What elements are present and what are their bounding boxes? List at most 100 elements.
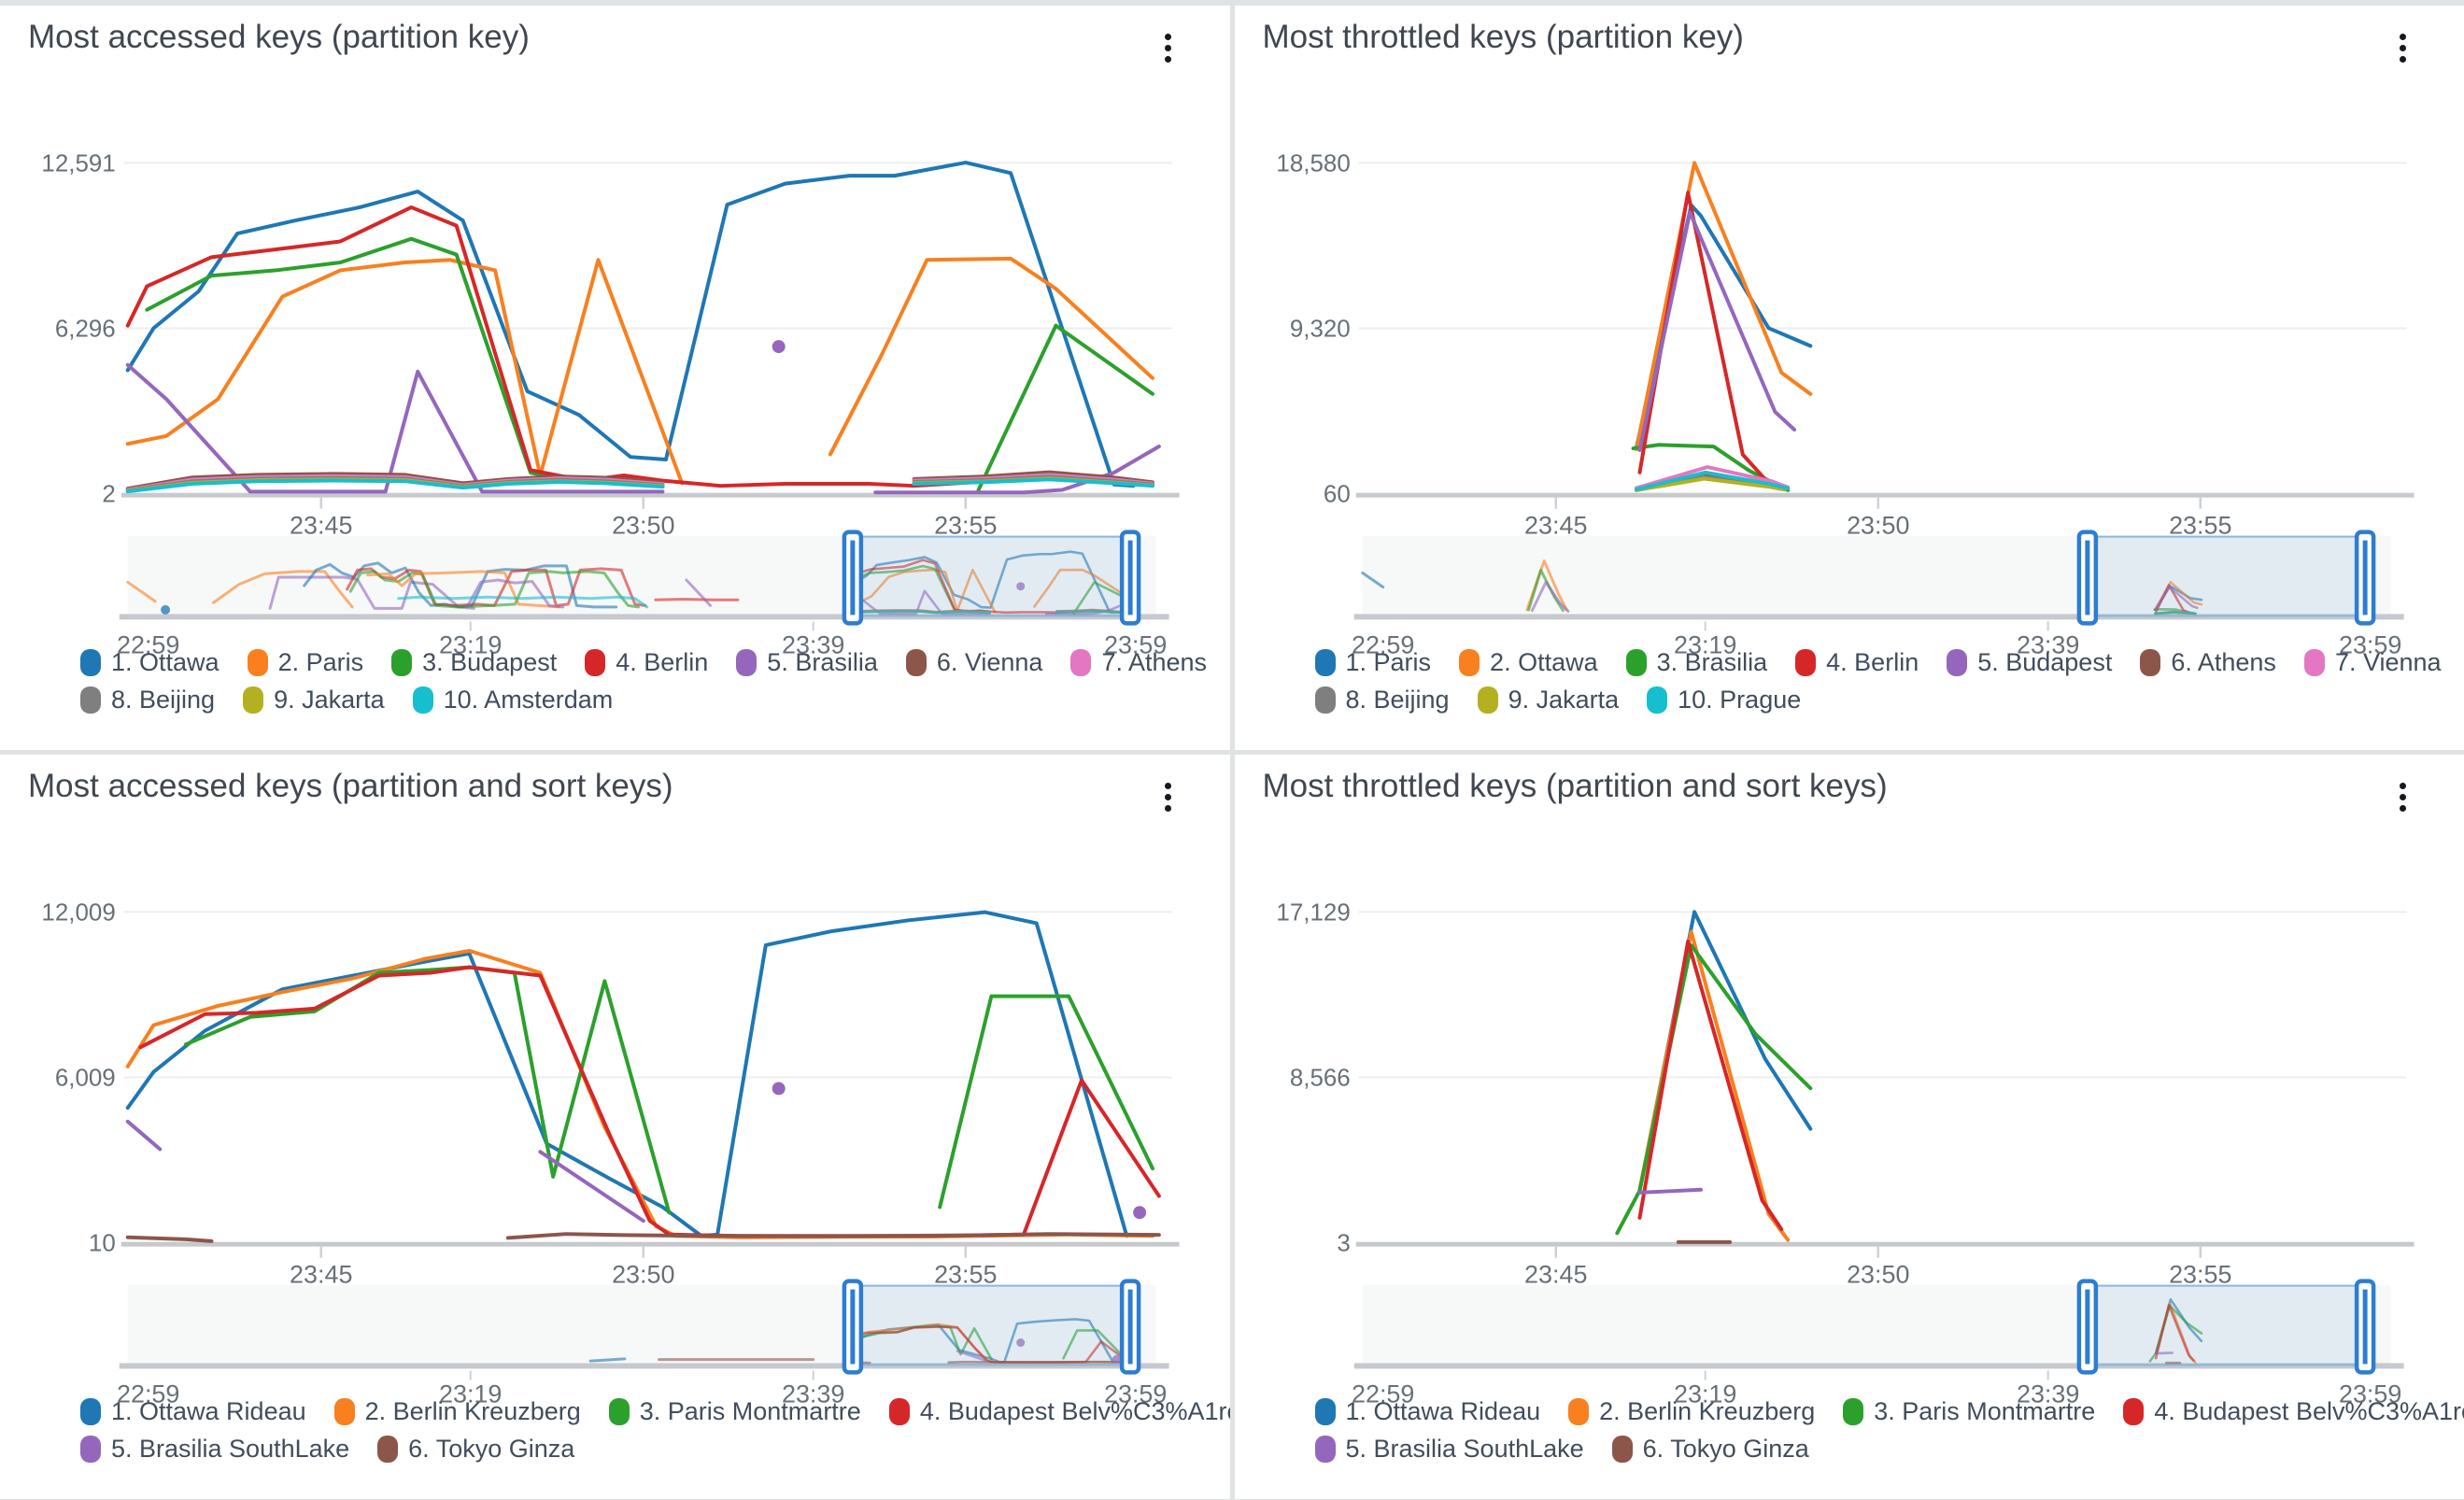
- legend-item-label: 2. Berlin Kreuzberg: [1599, 1397, 1816, 1425]
- kebab-menu-icon[interactable]: [1148, 24, 1189, 71]
- minimap-data-point: [1016, 1338, 1026, 1347]
- x-axis-baseline: [120, 1241, 1180, 1247]
- legend-item[interactable]: 9. Jakarta: [243, 686, 385, 715]
- legend-item[interactable]: 1. Ottawa Rideau: [80, 1397, 306, 1426]
- data-point-marker[interactable]: [772, 340, 786, 354]
- x-axis-label: 23:45: [290, 512, 352, 540]
- legend-color-chip: [80, 1398, 101, 1425]
- chart-area[interactable]: 17,129 8,566 3 23:45 23:50 23:55 22:59 23:19 23:…: [1235, 755, 2464, 1408]
- brush-handle-grip[interactable]: [1127, 540, 1133, 616]
- y-axis-label: 10: [89, 1231, 116, 1257]
- legend-item[interactable]: 3. Paris Montmartre: [608, 1397, 861, 1426]
- minimap-brush-selection[interactable]: [851, 1284, 1132, 1366]
- legend-item[interactable]: 5. Brasilia SouthLake: [80, 1435, 349, 1464]
- legend-item[interactable]: 10. Amsterdam: [412, 686, 613, 715]
- legend-item[interactable]: 2. Berlin Kreuzberg: [333, 1397, 581, 1426]
- data-point-marker[interactable]: [1133, 1206, 1147, 1220]
- minimap-baseline: [1353, 1363, 2404, 1369]
- chart-area[interactable]: 12,009 6,009 10 23:45 23:50 23:55 22:59 23:19 23…: [0, 755, 1230, 1408]
- chart-area[interactable]: 18,580 9,320 60 23:45 23:50 23:55 22:59 23:19 23…: [1235, 6, 2464, 659]
- brush-handle-grip[interactable]: [2084, 540, 2089, 616]
- legend-color-chip: [736, 649, 758, 676]
- legend-item[interactable]: 7. Athens: [1070, 648, 1207, 677]
- chart-title: Most throttled keys (partition and sort …: [1262, 768, 1888, 804]
- legend-item[interactable]: 6. Tokyo Ginza: [377, 1435, 574, 1464]
- legend-item[interactable]: 2. Paris: [247, 648, 363, 677]
- data-point-marker[interactable]: [772, 1082, 786, 1096]
- legend-item[interactable]: 3. Brasilia: [1625, 648, 1767, 677]
- legend-item[interactable]: 1. Ottawa Rideau: [1314, 1397, 1540, 1426]
- legend-color-chip: [1568, 1398, 1590, 1425]
- minimap-series-line: [465, 578, 565, 609]
- brush-handle-grip[interactable]: [850, 1289, 856, 1365]
- chart-area[interactable]: 12,591 6,296 2 23:45 23:50 23:55 22:59 23:19 23:…: [0, 6, 1230, 659]
- legend-item-label: 4. Budapest Belv%C3%A1ros: [919, 1397, 1230, 1425]
- legend-item[interactable]: 4. Budapest Belv%C3%A1ros: [2123, 1397, 2464, 1426]
- legend-item[interactable]: 2. Berlin Kreuzberg: [1568, 1397, 1815, 1426]
- legend-item[interactable]: 7. Vienna: [2303, 648, 2442, 677]
- legend-item[interactable]: 8. Beijing: [80, 686, 215, 715]
- legend-item-label: 6. Tokyo Ginza: [1642, 1435, 1809, 1463]
- kebab-menu-icon[interactable]: [1148, 773, 1189, 820]
- kebab-menu-icon[interactable]: [2382, 24, 2423, 71]
- legend-item[interactable]: 3. Budapest: [391, 648, 557, 677]
- legend-item[interactable]: 5. Budapest: [1947, 648, 2112, 677]
- chart-panel-most-throttled-partition-key: Most throttled keys (partition key) 18,5…: [1234, 6, 2464, 750]
- legend-item-label: 5. Budapest: [1977, 648, 2113, 676]
- legend-item[interactable]: 3. Paris Montmartre: [1843, 1397, 2095, 1426]
- brush-handle-grip[interactable]: [850, 540, 856, 616]
- chart-panel-most-accessed-partition-sort-keys: Most accessed keys (partition and sort k…: [0, 755, 1230, 1499]
- legend-color-chip: [2303, 649, 2325, 676]
- minimap-series-line: [2154, 586, 2199, 612]
- x-axis-label: 23:50: [612, 512, 674, 540]
- legend-item[interactable]: 1. Ottawa: [80, 648, 219, 677]
- legend-color-chip: [377, 1436, 399, 1463]
- minimap-brush-selection[interactable]: [851, 535, 1132, 617]
- chart-canvas: 17,129 8,566 3 23:45 23:50 23:55 22:59 23:19 23:…: [1276, 899, 2414, 1408]
- brush-handle-grip[interactable]: [1127, 1289, 1133, 1365]
- legend-item-label: 3. Paris Montmartre: [639, 1397, 861, 1425]
- legend-color-chip: [585, 649, 606, 676]
- legend-color-chip: [247, 649, 268, 676]
- legend-item[interactable]: 9. Jakarta: [1477, 686, 1619, 715]
- legend-item[interactable]: 8. Beijing: [1314, 686, 1450, 715]
- legend-item[interactable]: 4. Berlin: [1795, 648, 1919, 677]
- legend-item[interactable]: 5. Brasilia: [736, 648, 878, 677]
- minimap-baseline: [1353, 614, 2404, 620]
- x-axis-label: 23:55: [2169, 512, 2231, 540]
- legend-item[interactable]: 6. Athens: [2140, 648, 2276, 677]
- minimap-series-line: [588, 1357, 627, 1363]
- minimap-background: [127, 535, 1156, 615]
- legend-item[interactable]: 6. Vienna: [905, 648, 1043, 677]
- x-axis-label: 23:55: [934, 512, 997, 540]
- minimap-series-line: [1360, 571, 1384, 589]
- minimap-axis-label: 22:59: [1351, 1380, 1413, 1408]
- legend-item-label: 6. Tokyo Ginza: [408, 1435, 575, 1463]
- minimap-brush-selection[interactable]: [2086, 535, 2366, 617]
- legend-item[interactable]: 2. Ottawa: [1459, 648, 1598, 677]
- legend-item[interactable]: 5. Brasilia SouthLake: [1314, 1435, 1584, 1464]
- legend-item[interactable]: 6. Tokyo Ginza: [1611, 1435, 1809, 1464]
- legend-item[interactable]: 10. Prague: [1647, 686, 1801, 715]
- brush-handle-grip[interactable]: [2362, 1289, 2368, 1365]
- legend-item-label: 7. Vienna: [2334, 648, 2442, 676]
- minimap-brush-selection[interactable]: [2086, 1284, 2366, 1366]
- legend-item-label: 7. Athens: [1101, 648, 1208, 676]
- legend-item[interactable]: 4. Budapest Belv%C3%A1ros: [888, 1397, 1230, 1426]
- legend-item[interactable]: 1. Paris: [1314, 648, 1431, 677]
- x-axis-baseline: [120, 492, 1180, 498]
- legend-item[interactable]: 4. Berlin: [585, 648, 708, 677]
- legend-item-label: 3. Budapest: [422, 648, 558, 676]
- brush-handle-grip[interactable]: [2084, 1289, 2089, 1365]
- series-line: [125, 948, 1154, 1239]
- minimap-axis-label: 23:59: [1104, 630, 1167, 658]
- minimap-series-line: [846, 610, 991, 616]
- minimap-series-line: [1033, 568, 1122, 608]
- brush-handle-grip[interactable]: [2362, 540, 2368, 616]
- legend-item-label: 6. Vienna: [936, 648, 1043, 676]
- legend-item-label: 5. Brasilia SouthLake: [1345, 1435, 1584, 1463]
- legend-item-label: 3. Paris Montmartre: [1874, 1397, 2096, 1425]
- series-line: [1634, 470, 1790, 492]
- series-line: [938, 994, 1154, 1210]
- kebab-menu-icon[interactable]: [2382, 773, 2423, 820]
